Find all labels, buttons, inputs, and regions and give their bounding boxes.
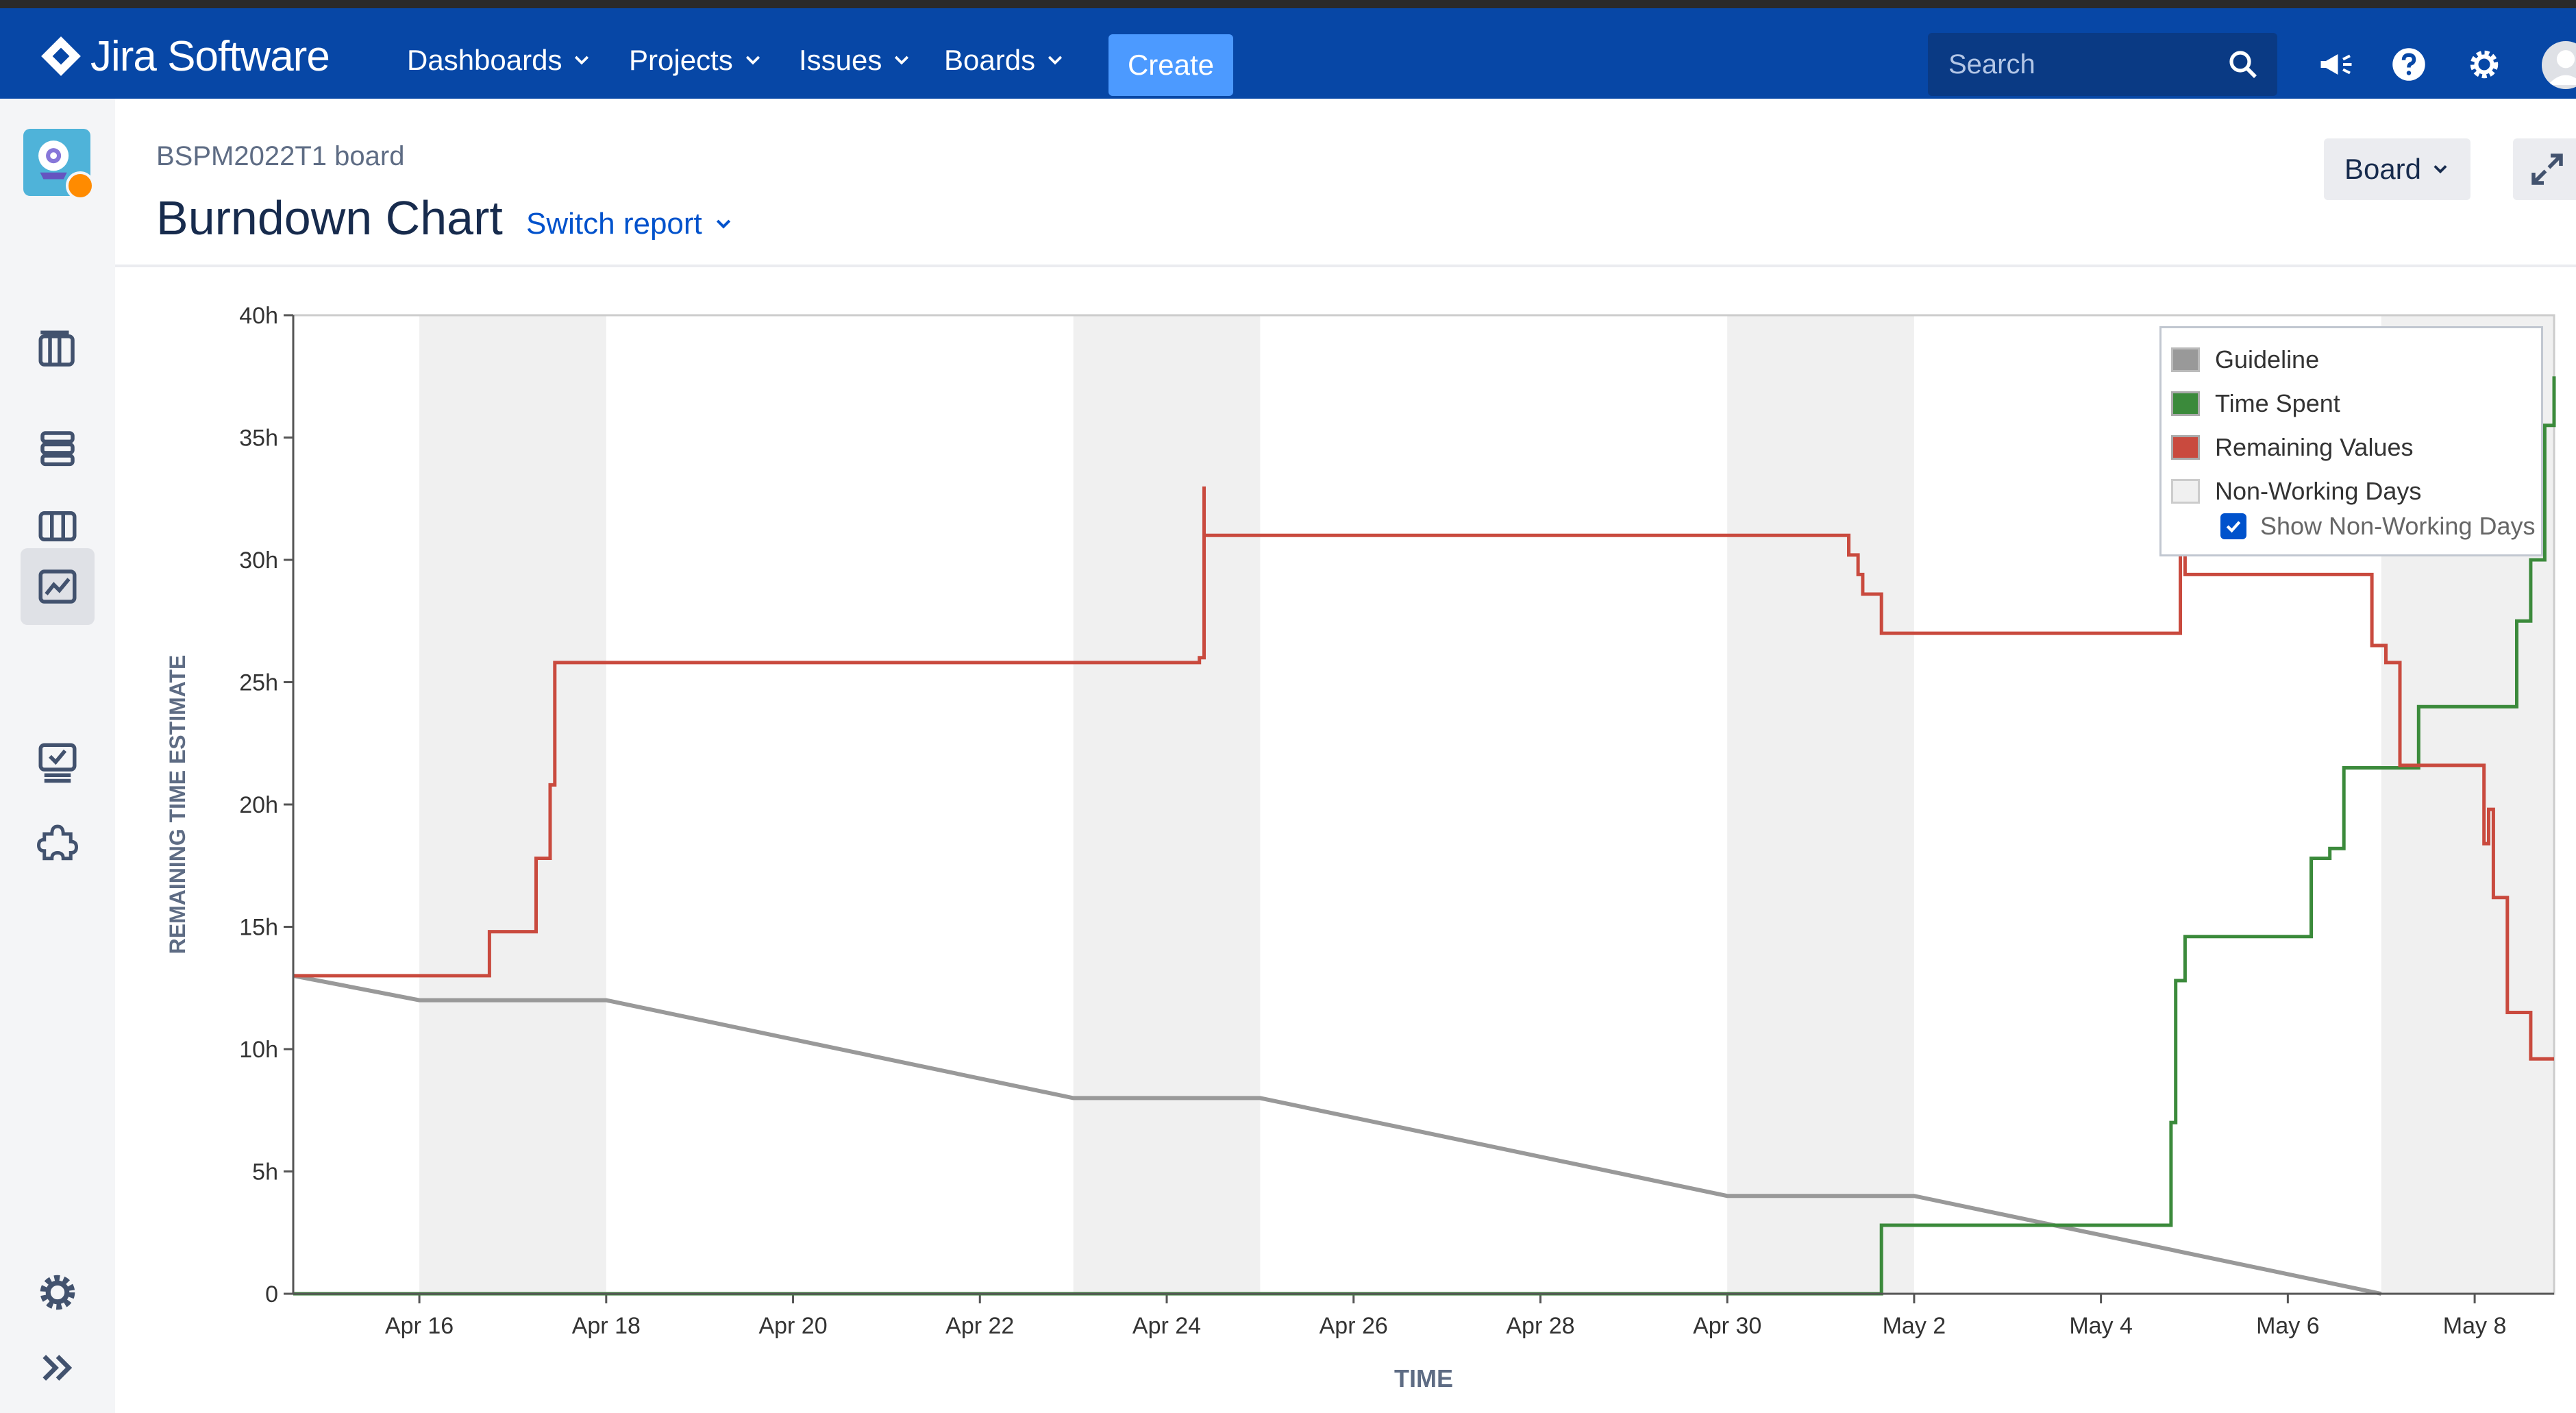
y-tick-label: 25h xyxy=(239,670,278,696)
project-robot-icon xyxy=(38,140,69,180)
x-tick-label: Apr 26 xyxy=(1320,1313,1388,1339)
user-avatar[interactable] xyxy=(2542,41,2576,89)
top-navigation: Jira Software Dashboards Projects Issues… xyxy=(0,8,2576,99)
x-tick-label: Apr 30 xyxy=(1693,1313,1761,1339)
show-non-working-days-checkbox[interactable]: Show Non-Working Days xyxy=(2220,512,2535,541)
y-tick-label: 10h xyxy=(239,1037,278,1063)
x-tick-label: Apr 20 xyxy=(758,1313,827,1339)
y-axis-ticks: 0 5h 10h 15h 20h 25h 30h 35h 40h xyxy=(239,303,293,1307)
board-button-label: Board xyxy=(2344,153,2422,185)
notifications-megaphone-icon[interactable] xyxy=(2316,44,2357,85)
fullscreen-button[interactable] xyxy=(2513,138,2576,200)
project-settings-gear-icon[interactable] xyxy=(30,1265,85,1320)
nav-issues[interactable]: Issues xyxy=(799,40,912,81)
project-code-badge-icon xyxy=(66,171,95,200)
create-button[interactable]: Create xyxy=(1109,34,1233,96)
chevron-down-icon xyxy=(745,56,760,65)
y-tick-label: 20h xyxy=(239,792,278,818)
jira-diamond-icon xyxy=(41,36,81,76)
search-input[interactable]: Search xyxy=(1928,33,2277,96)
y-tick-label: 30h xyxy=(239,548,278,574)
expand-arrows-icon xyxy=(2531,153,2563,185)
roadmap-icon[interactable] xyxy=(30,322,85,377)
checkbox-checked-icon xyxy=(2220,513,2246,539)
page-title: Burndown Chart xyxy=(156,191,503,245)
y-tick-label: 35h xyxy=(239,426,278,452)
y-tick-label: 0 xyxy=(265,1281,278,1307)
x-tick-label: Apr 18 xyxy=(572,1313,641,1339)
non-working-day-band xyxy=(419,315,606,1294)
x-tick-label: May 2 xyxy=(1883,1313,1946,1339)
switch-report-label: Switch report xyxy=(526,207,702,241)
nav-boards[interactable]: Boards xyxy=(944,40,1065,81)
settings-gear-icon[interactable] xyxy=(2464,44,2505,85)
board-dropdown-button[interactable]: Board xyxy=(2324,138,2470,200)
legend-item-non-working-days[interactable]: Non-Working Days xyxy=(2171,471,2421,512)
legend-swatch xyxy=(2171,391,2200,416)
x-axis-ticks: Apr 16 Apr 18 Apr 20 Apr 22 Apr 24 Apr 26 Apr … xyxy=(385,1294,2506,1339)
backlog-icon[interactable] xyxy=(30,421,85,476)
search-icon xyxy=(2229,51,2257,78)
project-sidebar xyxy=(0,99,115,1413)
expand-sidebar-chevrons-icon[interactable] xyxy=(30,1340,85,1395)
non-working-day-band xyxy=(1073,315,1261,1294)
nav-dashboards[interactable]: Dashboards xyxy=(407,40,592,81)
nav-projects[interactable]: Projects xyxy=(629,40,763,81)
header-divider xyxy=(115,265,2576,267)
help-icon[interactable] xyxy=(2388,44,2429,85)
legend-label: Non-Working Days xyxy=(2215,477,2422,505)
chart-series xyxy=(293,376,2556,1296)
legend-item-time-spent[interactable]: Time Spent xyxy=(2171,383,2340,424)
user-silhouette-icon xyxy=(2547,50,2576,86)
x-tick-label: May 6 xyxy=(2256,1313,2320,1339)
legend-label: Guideline xyxy=(2215,345,2320,373)
y-axis-label: REMAINING TIME ESTIMATE xyxy=(165,655,190,955)
legend-swatch xyxy=(2171,347,2200,372)
legend-item-guideline[interactable]: Guideline xyxy=(2171,339,2319,380)
x-tick-label: Apr 16 xyxy=(385,1313,454,1339)
legend-item-remaining-values[interactable]: Remaining Values xyxy=(2171,427,2414,468)
chevron-down-icon xyxy=(895,56,909,65)
x-tick-label: Apr 28 xyxy=(1506,1313,1574,1339)
issues-checklist-icon[interactable] xyxy=(30,735,85,789)
reports-chart-icon[interactable] xyxy=(30,559,85,614)
y-tick-label: 15h xyxy=(239,915,278,941)
chevron-down-icon xyxy=(716,219,730,229)
chevron-down-icon xyxy=(2433,165,2447,174)
legend-label: Remaining Values xyxy=(2215,433,2414,461)
y-tick-label: 5h xyxy=(252,1159,278,1185)
x-tick-label: May 4 xyxy=(2069,1313,2133,1339)
non-working-day-band xyxy=(1727,315,1914,1294)
apps-puzzle-icon[interactable] xyxy=(30,814,85,869)
legend-swatch xyxy=(2171,435,2200,460)
search-placeholder: Search xyxy=(1948,49,2035,79)
chevron-down-icon xyxy=(1048,56,1063,65)
series-time-spent-line[interactable] xyxy=(293,376,2556,1296)
product-name: Jira Software xyxy=(90,32,330,80)
x-tick-label: Apr 22 xyxy=(945,1313,1014,1339)
breadcrumb[interactable]: BSPM2022T1 board xyxy=(156,141,405,171)
y-tick-label: 40h xyxy=(239,303,278,329)
nav-dashboards-label: Dashboards xyxy=(407,44,562,76)
series-remaining-values-line[interactable] xyxy=(293,486,2554,1061)
x-tick-label: May 8 xyxy=(2443,1313,2507,1339)
chart-legend: Guideline Time Spent Remaining Values No… xyxy=(2159,326,2543,556)
x-axis-label: TIME xyxy=(1394,1364,1453,1392)
legend-label: Time Spent xyxy=(2215,389,2340,417)
x-tick-label: Apr 24 xyxy=(1132,1313,1201,1339)
browser-top-strip xyxy=(0,0,2576,8)
switch-report-link[interactable]: Switch report xyxy=(526,207,734,241)
board-columns-icon[interactable] xyxy=(30,499,85,554)
project-avatar[interactable] xyxy=(23,129,95,200)
chevron-down-icon xyxy=(575,56,589,65)
series-guideline-line[interactable] xyxy=(293,973,2382,1296)
nav-projects-label: Projects xyxy=(629,44,733,76)
nav-issues-label: Issues xyxy=(799,44,882,76)
show-non-working-days-label: Show Non-Working Days xyxy=(2260,512,2536,540)
legend-swatch xyxy=(2171,479,2200,504)
jira-logo[interactable]: Jira Software xyxy=(38,32,330,81)
nav-boards-label: Boards xyxy=(944,44,1036,76)
